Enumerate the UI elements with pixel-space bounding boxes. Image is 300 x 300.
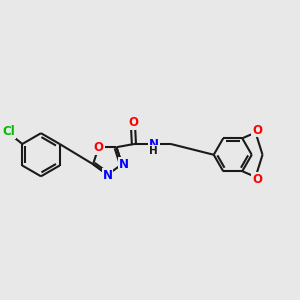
Text: N: N bbox=[148, 137, 159, 151]
Text: N: N bbox=[119, 158, 129, 171]
Text: O: O bbox=[252, 124, 262, 136]
Text: O: O bbox=[128, 116, 138, 129]
Text: H: H bbox=[149, 146, 158, 156]
Text: N: N bbox=[103, 169, 112, 182]
Text: O: O bbox=[252, 173, 262, 186]
Text: Cl: Cl bbox=[2, 125, 15, 138]
Text: O: O bbox=[94, 141, 103, 154]
